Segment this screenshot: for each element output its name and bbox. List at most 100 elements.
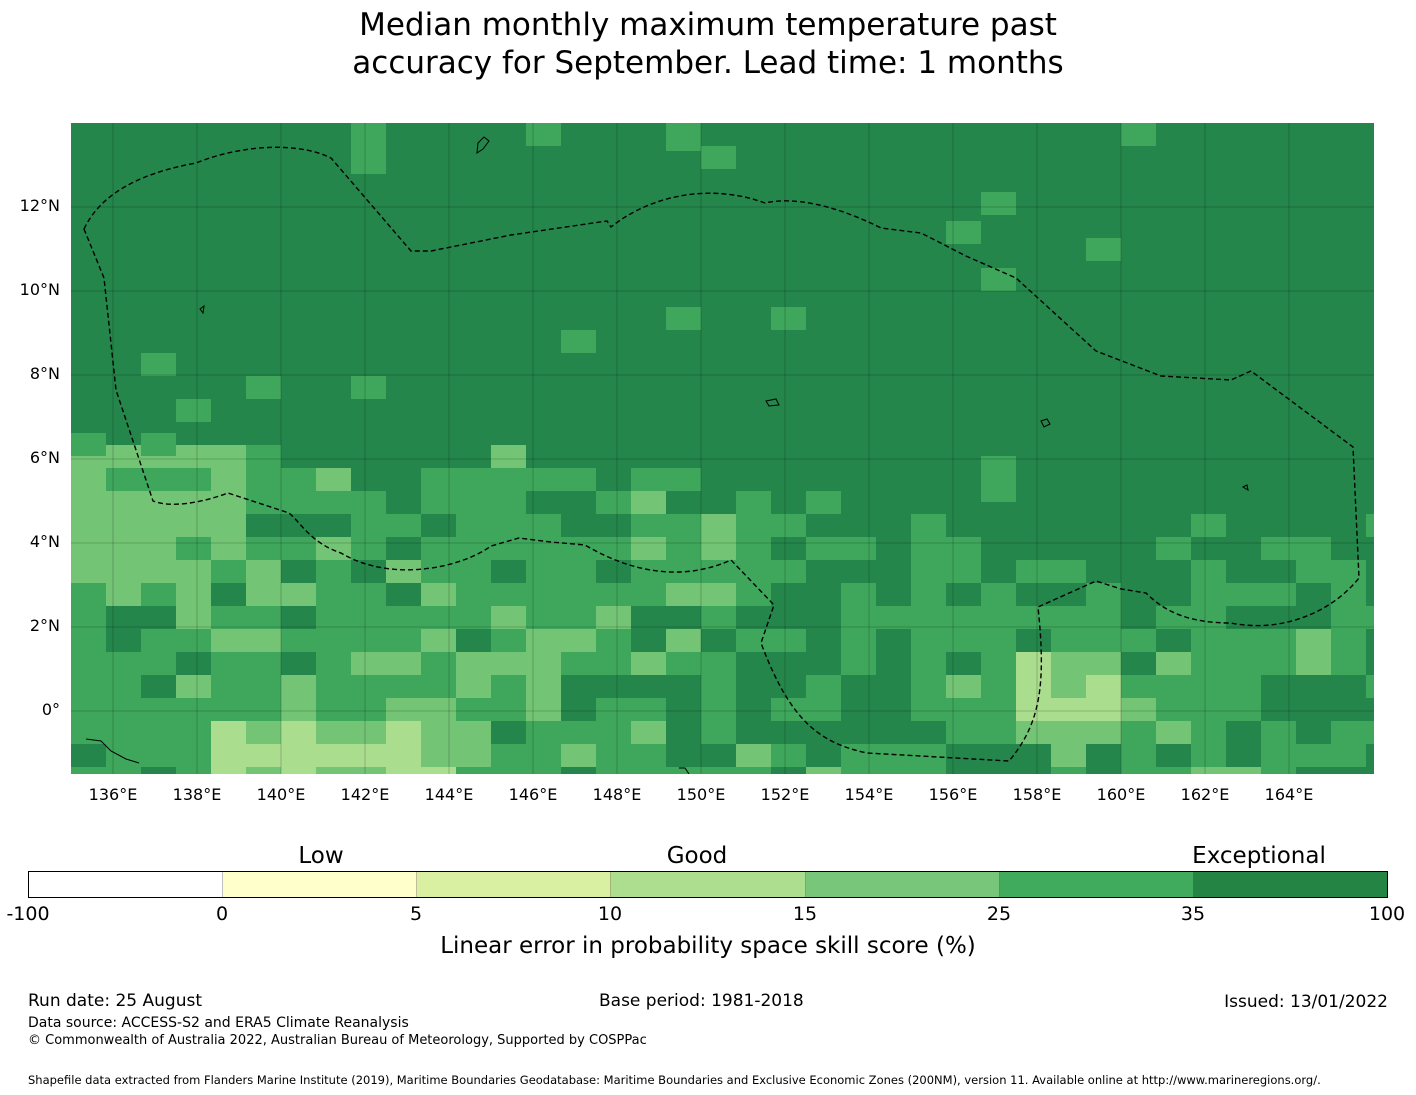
skill-cell — [806, 698, 841, 721]
skill-cell — [1261, 353, 1296, 376]
skill-cell — [946, 307, 981, 330]
skill-cell — [1331, 169, 1366, 192]
skill-cell — [666, 376, 701, 399]
skill-cell — [71, 433, 106, 456]
skill-cell — [106, 422, 141, 445]
skill-cell — [666, 445, 701, 468]
skill-cell — [1191, 169, 1226, 192]
skill-cell — [316, 537, 351, 560]
skill-cell — [211, 583, 246, 606]
skill-cell — [421, 468, 456, 491]
skill-cell — [1191, 422, 1226, 445]
skill-cell — [1156, 514, 1191, 537]
skill-cell — [561, 399, 596, 422]
skill-cell — [176, 560, 211, 583]
skill-cell — [1331, 675, 1366, 698]
skill-cell — [1261, 238, 1296, 261]
skill-cell — [281, 560, 316, 583]
skill-cell — [1156, 422, 1191, 445]
skill-cell — [106, 192, 141, 215]
skill-cell — [351, 284, 386, 307]
skill-cell — [211, 560, 246, 583]
skill-cell — [841, 468, 876, 491]
skill-cell — [1086, 307, 1121, 330]
skill-cell — [666, 537, 701, 560]
skill-cell — [1226, 514, 1261, 537]
skill-cell — [946, 399, 981, 422]
skill-cell — [281, 491, 316, 514]
skill-cell — [456, 192, 491, 215]
skill-cell — [841, 238, 876, 261]
skill-cell — [1261, 606, 1296, 629]
skill-cell — [701, 215, 736, 238]
skill-cell — [71, 721, 106, 744]
skill-cell — [596, 560, 631, 583]
skill-cell — [246, 353, 281, 376]
skill-cell — [1156, 261, 1191, 284]
skill-cell — [176, 698, 211, 721]
skill-cell — [1191, 744, 1226, 767]
skill-cell — [981, 583, 1016, 606]
skill-cell — [1261, 330, 1296, 353]
skill-cell — [456, 399, 491, 422]
skill-cell — [911, 468, 946, 491]
skill-cell — [771, 583, 806, 606]
skill-cell — [1331, 652, 1366, 675]
skill-cell — [1051, 376, 1086, 399]
skill-cell — [631, 422, 666, 445]
skill-cell — [666, 215, 701, 238]
skill-cell — [1331, 307, 1366, 330]
skill-cell — [246, 744, 281, 767]
skill-cell — [1366, 698, 1374, 721]
skill-cell — [526, 652, 561, 675]
skill-cell — [1051, 698, 1086, 721]
skill-cell — [876, 744, 911, 767]
skill-cell — [71, 123, 106, 146]
skill-cell — [946, 146, 981, 169]
skill-cell — [1261, 652, 1296, 675]
skill-cell — [561, 169, 596, 192]
skill-cell — [526, 330, 561, 353]
skill-cell — [1051, 146, 1086, 169]
skill-cell — [421, 744, 456, 767]
skill-cell — [316, 767, 351, 774]
skill-cell — [911, 698, 946, 721]
skill-cell — [456, 652, 491, 675]
skill-cell — [211, 307, 246, 330]
skill-cell — [1121, 537, 1156, 560]
skill-cell — [526, 721, 561, 744]
skill-cell — [141, 146, 176, 169]
skill-cell — [1261, 537, 1296, 560]
skill-cell — [561, 261, 596, 284]
island-png-north — [85, 738, 140, 764]
skill-cell — [1261, 169, 1296, 192]
island-manus — [679, 767, 690, 774]
skill-cell — [176, 399, 211, 422]
skill-cell — [666, 169, 701, 192]
skill-cell — [1051, 215, 1086, 238]
skill-cell — [736, 307, 771, 330]
skill-cell — [141, 652, 176, 675]
skill-cell — [106, 330, 141, 353]
lat-label-4n: 4°N — [29, 532, 60, 551]
skill-cell — [211, 146, 246, 169]
skill-cell — [281, 537, 316, 560]
skill-cell — [421, 514, 456, 537]
skill-cell — [701, 652, 736, 675]
skill-cell — [456, 606, 491, 629]
skill-cell — [1261, 192, 1296, 215]
skill-cell — [1156, 215, 1191, 238]
skill-cell — [176, 537, 211, 560]
skill-cell — [456, 353, 491, 376]
skill-cell — [421, 146, 456, 169]
skill-cell — [351, 537, 386, 560]
skill-cell — [596, 675, 631, 698]
skill-cell — [351, 399, 386, 422]
skill-cell — [701, 261, 736, 284]
skill-cell — [1121, 422, 1156, 445]
skill-cell — [246, 537, 281, 560]
skill-cell — [421, 560, 456, 583]
skill-cell — [1296, 330, 1331, 353]
skill-cell — [1191, 307, 1226, 330]
skill-cell — [561, 146, 596, 169]
